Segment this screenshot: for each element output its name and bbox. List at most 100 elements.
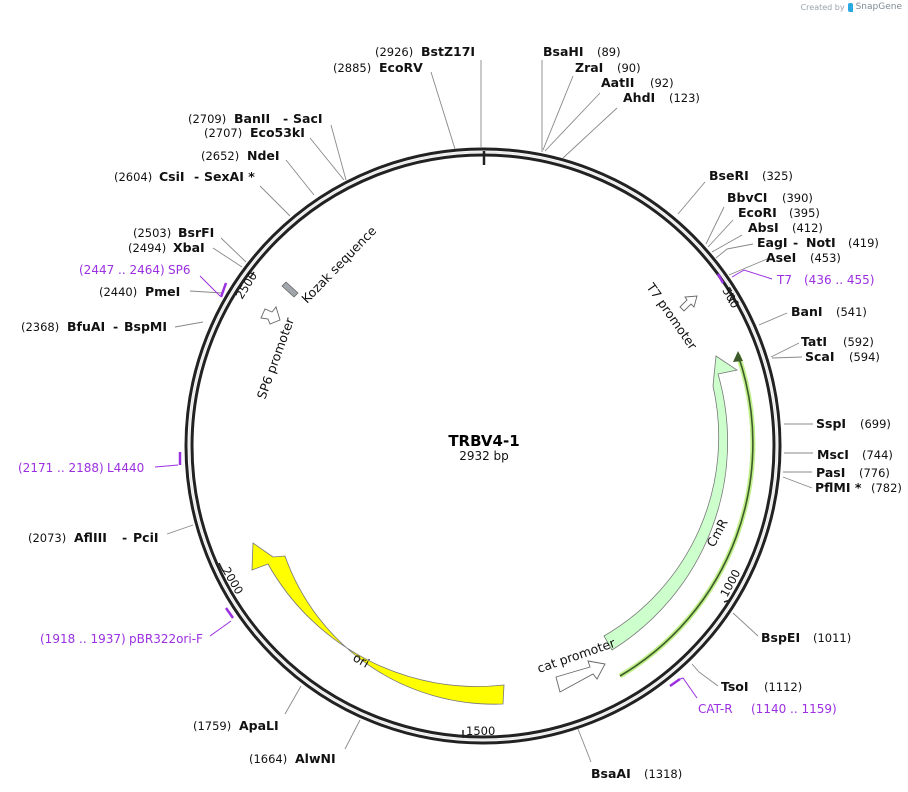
svg-text:BsrFI: BsrFI (178, 225, 214, 240)
feature-t7-promoter[interactable]: T7 promoter (643, 279, 701, 353)
svg-text:NdeI: NdeI (247, 148, 280, 163)
enzyme-eco53ki[interactable]: (2707) Eco53kI (204, 125, 305, 140)
svg-text:AbsI: AbsI (748, 220, 779, 235)
enzyme-asei[interactable]: AseI (453) (766, 250, 841, 265)
enzyme-bani[interactable]: BanI (541) (791, 304, 867, 319)
svg-text:BspMI: BspMI (124, 319, 167, 334)
enzyme-bseri[interactable]: BseRI (325) (709, 168, 793, 183)
svg-text:(2707): (2707) (204, 126, 242, 140)
enzyme-zrai[interactable]: ZraI (90) (575, 60, 641, 75)
svg-text:cat promoter: cat promoter (535, 635, 618, 676)
enzyme-pflmi[interactable]: PflMI * (782) (815, 480, 902, 495)
enzyme-bbvci[interactable]: BbvCI (390) (727, 190, 813, 205)
enzyme-leader-lines (166, 60, 813, 763)
enzyme-bsrfi[interactable]: (2503) BsrFI (133, 225, 214, 240)
enzyme-bstz17i[interactable]: (2926) BstZ17I (375, 44, 475, 59)
orf-cmr-track (618, 351, 756, 679)
svg-text:AatII: AatII (601, 75, 634, 90)
svg-text:(699): (699) (860, 417, 891, 431)
feature-ori[interactable]: ori (251, 542, 505, 705)
svg-text:(2447 .. 2464): (2447 .. 2464) (79, 263, 165, 277)
svg-text:PflMI *: PflMI * (815, 480, 862, 495)
enzyme-tati[interactable]: TatI (592) (801, 334, 874, 349)
enzyme-bsahi[interactable]: BsaHI (89) (543, 44, 621, 59)
svg-text:(2368): (2368) (21, 320, 59, 334)
svg-text:EcoRI: EcoRI (738, 205, 777, 220)
svg-text:TsoI: TsoI (721, 679, 749, 694)
svg-text:1500: 1500 (466, 724, 495, 738)
svg-text:Eco53kI: Eco53kI (250, 125, 305, 140)
enzyme-csii-sexai[interactable]: (2604) CsiI - SexAI * (114, 169, 255, 184)
enzyme-apali[interactable]: (1759) ApaLI (193, 718, 279, 733)
primer-sp6[interactable]: (2447 .. 2464) SP6 (79, 263, 228, 298)
svg-text:(2171 .. 2188): (2171 .. 2188) (18, 461, 104, 475)
svg-text:(395): (395) (789, 206, 820, 220)
enzyme-xbai[interactable]: (2494) XbaI (128, 240, 205, 255)
enzyme-pmei[interactable]: (2440) PmeI (99, 284, 180, 299)
svg-text:ori: ori (351, 650, 373, 671)
svg-text:BsaAI: BsaAI (591, 766, 631, 781)
svg-text:(92): (92) (650, 76, 674, 90)
svg-text:(1112): (1112) (764, 680, 802, 694)
enzyme-absi[interactable]: AbsI (412) (748, 220, 823, 235)
enzyme-alwni[interactable]: (1664) AlwNI (249, 751, 336, 766)
credit-prefix: Created by (800, 2, 845, 12)
svg-text:(2494): (2494) (128, 241, 166, 255)
enzyme-ecorv[interactable]: (2885) EcoRV (333, 60, 423, 75)
svg-text:BstZ17I: BstZ17I (421, 44, 475, 59)
feature-cmr[interactable]: CmR (603, 355, 739, 651)
svg-text:(776): (776) (859, 466, 890, 480)
svg-text:(594): (594) (849, 350, 880, 364)
enzyme-aatii[interactable]: AatII (92) (601, 75, 674, 90)
feature-sp6-promoter[interactable]: SP6 promoter (254, 306, 298, 401)
plasmid-name: TRBV4-1 (448, 432, 519, 450)
feature-kozak-sequence[interactable]: Kozak sequence (281, 223, 379, 306)
enzyme-sspi[interactable]: SspI (699) (816, 416, 891, 431)
svg-text:(2926): (2926) (375, 45, 413, 59)
svg-text:SexAI *: SexAI * (204, 169, 255, 184)
svg-text:(2885): (2885) (333, 61, 371, 75)
enzyme-eagi-noti[interactable]: EagI - NotI (419) (757, 235, 879, 250)
primer-l4440[interactable]: (2171 .. 2188) L4440 (18, 452, 182, 475)
svg-text:TatI: TatI (801, 334, 827, 349)
enzyme-scai[interactable]: ScaI (594) (805, 349, 880, 364)
svg-text:(412): (412) (792, 221, 823, 235)
snapgene-logo-icon (847, 2, 853, 12)
svg-text:AflIII: AflIII (74, 530, 107, 545)
svg-text:SacI: SacI (293, 111, 323, 126)
credit-brand: SnapGene (855, 2, 902, 12)
svg-text:BseRI: BseRI (709, 168, 749, 183)
svg-text:BanI: BanI (791, 304, 823, 319)
svg-text:EcoRV: EcoRV (379, 60, 423, 75)
enzyme-bsaai[interactable]: BsaAI (1318) (591, 766, 682, 781)
enzyme-tsoi[interactable]: TsoI (1112) (721, 679, 802, 694)
enzyme-pasi[interactable]: PasI (776) (816, 465, 890, 480)
svg-text:(541): (541) (836, 305, 867, 319)
svg-text:T7 promoter: T7 promoter (643, 279, 701, 353)
svg-text:(419): (419) (848, 236, 879, 250)
svg-text:EagI: EagI (757, 235, 788, 250)
svg-text:L4440: L4440 (107, 461, 144, 475)
primer-pbr322ori-f[interactable]: (1918 .. 1937) pBR322ori-F (40, 607, 235, 646)
svg-text:(453): (453) (810, 251, 841, 265)
svg-text:ScaI: ScaI (805, 349, 835, 364)
primer-t7[interactable]: T7 (436 .. 455) (716, 269, 874, 287)
enzyme-banii-saci[interactable]: (2709) BanII - SacI (188, 111, 323, 126)
svg-text:(123): (123) (669, 91, 700, 105)
svg-text:BanII: BanII (234, 111, 270, 126)
enzyme-msci[interactable]: MscI (744) (817, 447, 893, 462)
svg-text:(1664): (1664) (249, 752, 287, 766)
enzyme-afliii-pcii[interactable]: (2073) AflIII - PciI (28, 530, 159, 545)
enzyme-ahdi[interactable]: AhdI (123) (623, 90, 700, 105)
enzyme-ecori[interactable]: EcoRI (395) (738, 205, 820, 220)
svg-text:(325): (325) (762, 169, 793, 183)
svg-text:CAT-R: CAT-R (698, 702, 733, 716)
feature-cat-promoter[interactable]: cat promoter (535, 635, 618, 693)
svg-text:-: - (122, 530, 127, 545)
enzyme-ndei[interactable]: (2652) NdeI (201, 148, 280, 163)
primer-cat-r[interactable]: CAT-R (1140 .. 1159) (669, 677, 837, 716)
tick-1500: 1500 (462, 724, 495, 738)
enzyme-bfuai-bspmi[interactable]: (2368) BfuAI - BspMI (21, 319, 167, 334)
enzyme-bspei[interactable]: BspEI (1011) (761, 630, 851, 645)
svg-text:CsiI: CsiI (159, 169, 185, 184)
